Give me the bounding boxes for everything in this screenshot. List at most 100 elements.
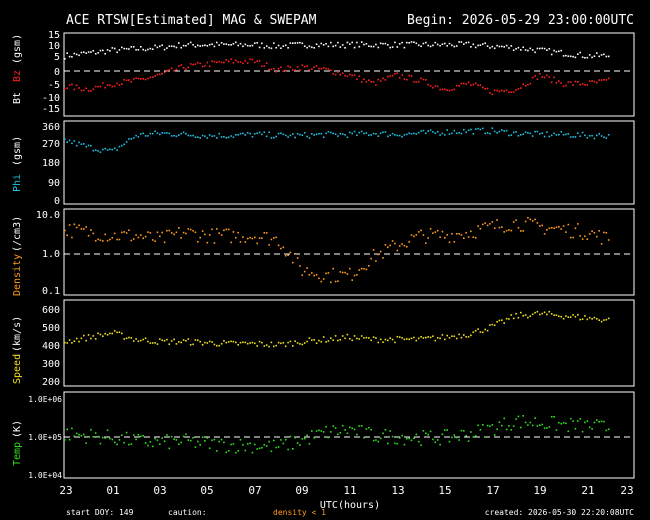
phi-point: [144, 135, 147, 137]
phi-point: [413, 132, 415, 135]
temp-point: [194, 446, 197, 448]
density-point: [87, 234, 90, 237]
phi-point: [515, 131, 517, 133]
temp-point: [398, 437, 401, 439]
density-point: [303, 270, 306, 273]
temp-point: [539, 424, 541, 426]
density-point: [102, 240, 104, 242]
bt-point: [379, 42, 382, 45]
speed-point: [460, 336, 463, 339]
bt-point: [251, 44, 254, 47]
bt-point: [296, 42, 299, 44]
speed-point: [420, 336, 422, 338]
density-point: [187, 228, 190, 230]
bz-point: [536, 78, 539, 81]
speed-point: [472, 331, 475, 333]
density-point: [254, 236, 256, 239]
speed-point: [280, 342, 282, 345]
phi-point: [370, 134, 372, 136]
bt-point: [178, 42, 180, 44]
phi-point: [439, 134, 441, 136]
density-point: [121, 231, 123, 234]
mag-tick-label: 5: [54, 52, 60, 63]
density-point: [90, 229, 92, 231]
speed-point: [204, 341, 206, 344]
bt-point: [448, 42, 451, 45]
temp-point: [261, 447, 263, 449]
phi-point: [444, 134, 446, 136]
temp-point: [227, 450, 230, 452]
speed-point: [353, 335, 356, 337]
phi-point: [220, 136, 223, 138]
temp-point: [467, 440, 470, 442]
speed-point: [66, 342, 68, 344]
density-point: [358, 269, 361, 271]
speed-point: [106, 334, 109, 336]
bt-point: [292, 42, 294, 44]
bt-point: [572, 55, 574, 58]
bz-point: [539, 72, 541, 75]
density-point: [555, 226, 558, 229]
density-point: [517, 226, 520, 229]
bt-point: [83, 51, 85, 53]
density-point: [199, 236, 201, 239]
speed-tick-label: 500: [42, 323, 60, 334]
data-layer: [64, 41, 610, 454]
bz-point: [64, 88, 66, 90]
temp-point: [503, 417, 505, 420]
bz-point: [368, 79, 370, 81]
phi-point: [189, 134, 192, 137]
phi-point: [116, 149, 118, 151]
temp-point: [406, 437, 408, 440]
temp-point: [441, 433, 444, 436]
density-point: [337, 280, 339, 282]
density-point: [125, 232, 128, 234]
bz-point: [303, 65, 306, 68]
phi-point: [296, 133, 299, 135]
mag-y-ticks: 15 10 5 0 -5 -10 -15: [42, 30, 60, 115]
density-point: [275, 236, 277, 239]
bt-point: [567, 55, 570, 57]
phi-point: [168, 132, 171, 135]
density-point: [99, 239, 102, 241]
phi-point: [391, 132, 394, 135]
bt-point: [128, 48, 130, 50]
temp-point: [351, 427, 353, 430]
density-point: [422, 234, 425, 236]
bz-point: [353, 74, 356, 76]
bz-point: [109, 84, 111, 86]
temp-point: [593, 421, 596, 424]
speed-axis-label: Speed: [12, 354, 23, 384]
bz-point: [192, 63, 194, 66]
speed-point: [311, 339, 313, 341]
phi-point: [420, 130, 422, 132]
speed-point: [356, 337, 358, 340]
bz-point: [370, 81, 372, 83]
temp-point: [353, 428, 356, 431]
phi-point: [406, 133, 408, 136]
speed-point: [550, 313, 553, 315]
x-tick-label: 11: [343, 484, 356, 497]
density-point: [415, 234, 418, 236]
bz-point: [553, 76, 555, 79]
temp-point: [420, 444, 422, 446]
density-point: [477, 225, 479, 227]
temp-point: [242, 444, 244, 446]
bt-point: [444, 42, 446, 45]
bt-point: [493, 47, 496, 50]
phi-point: [394, 134, 396, 136]
speed-point: [598, 319, 600, 321]
temp-point: [135, 438, 137, 441]
bt-point: [320, 42, 323, 45]
bt-point: [111, 47, 114, 49]
bz-point: [346, 75, 349, 78]
temp-point: [189, 439, 192, 442]
phi-point: [287, 136, 289, 138]
phi-point: [358, 131, 361, 134]
mag-tick-label: 10: [48, 41, 60, 52]
temp-point: [204, 440, 206, 442]
temp-point: [330, 431, 332, 433]
temp-point: [363, 436, 365, 439]
density-point: [268, 244, 270, 246]
bt-point: [408, 42, 410, 44]
